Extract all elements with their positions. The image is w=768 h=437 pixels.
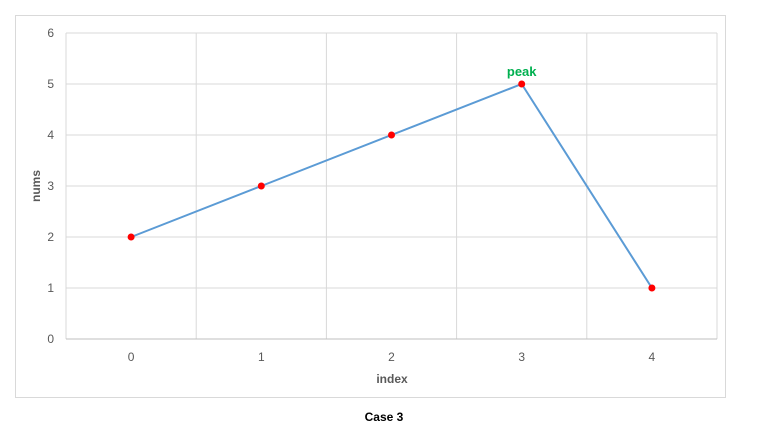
y-tick-label: 2 bbox=[47, 230, 54, 244]
y-tick-labels: 0 1 2 3 4 5 6 bbox=[47, 26, 54, 346]
data-point bbox=[648, 284, 656, 292]
y-tick-label: 5 bbox=[47, 77, 54, 91]
y-tick-label: 3 bbox=[47, 179, 54, 193]
x-tick-label: 1 bbox=[258, 350, 265, 364]
x-axis-title: index bbox=[376, 372, 408, 386]
data-point bbox=[127, 233, 135, 241]
x-tick-label: 4 bbox=[649, 350, 656, 364]
x-tick-labels: 0 1 2 3 4 bbox=[128, 350, 656, 364]
x-tick-label: 3 bbox=[518, 350, 525, 364]
y-tick-label: 1 bbox=[47, 281, 54, 295]
data-point bbox=[257, 182, 265, 190]
data-point bbox=[388, 131, 395, 139]
peak-annotation: peak bbox=[507, 64, 537, 79]
y-tick-label: 6 bbox=[47, 26, 54, 40]
x-tick-label: 2 bbox=[388, 350, 395, 364]
y-tick-label: 4 bbox=[47, 128, 54, 142]
grid bbox=[65, 32, 718, 340]
data-points bbox=[127, 80, 656, 292]
y-tick-label: 0 bbox=[47, 332, 54, 346]
chart-caption: Case 3 bbox=[364, 410, 404, 424]
y-axis-title: nums bbox=[29, 170, 43, 202]
data-point bbox=[518, 80, 526, 88]
x-tick-label: 0 bbox=[128, 350, 135, 364]
chart-frame bbox=[15, 15, 726, 398]
